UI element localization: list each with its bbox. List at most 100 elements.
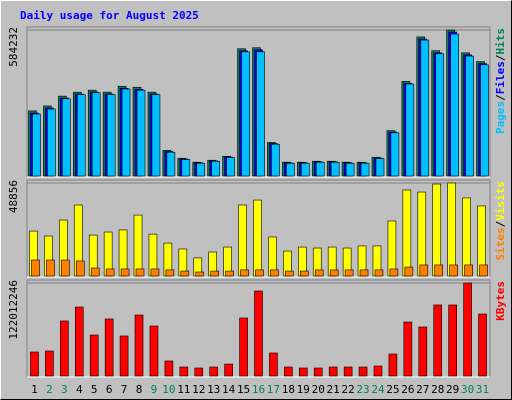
legend: Sites/Visits <box>494 181 507 261</box>
x-tick-label: 17 <box>267 383 280 396</box>
legend-entry: KBytes <box>494 281 507 321</box>
legend-entry: Hits <box>494 28 507 55</box>
bar <box>271 143 280 177</box>
bar <box>239 317 248 377</box>
bar <box>30 351 39 377</box>
bar <box>269 352 278 377</box>
y-tick-label: 584232 <box>7 27 20 67</box>
legend-entry: Files <box>494 61 507 94</box>
bar <box>121 88 131 177</box>
x-tick-label: 16 <box>252 383 265 396</box>
bar <box>225 270 234 277</box>
bar <box>61 259 70 277</box>
y-tick-label: 122012246 <box>7 280 20 340</box>
bar <box>270 269 279 277</box>
bar <box>403 321 413 377</box>
bar <box>133 214 143 277</box>
bar <box>210 270 219 277</box>
bar <box>314 269 324 277</box>
bar <box>480 64 489 177</box>
x-tick-label: 22 <box>341 383 354 396</box>
bar <box>402 189 412 277</box>
x-tick-label: 6 <box>106 383 113 396</box>
bar <box>196 162 206 177</box>
bar <box>91 92 101 177</box>
x-tick-label: 7 <box>121 383 128 396</box>
bar <box>479 264 488 277</box>
x-tick-label: 27 <box>416 383 429 396</box>
bar <box>387 220 397 277</box>
x-tick-label: 19 <box>297 383 310 396</box>
bar <box>135 268 145 277</box>
bar <box>315 161 325 177</box>
x-tick-label: 10 <box>162 383 175 396</box>
bar <box>47 108 56 177</box>
bar <box>449 264 458 277</box>
bar <box>136 89 146 177</box>
legend-entry: Pages <box>494 101 507 134</box>
bar <box>195 271 205 277</box>
x-tick-label: 8 <box>136 383 143 396</box>
legend-entry: Sites <box>494 227 507 260</box>
legend: Pages/Files/Hits <box>494 28 507 134</box>
x-tick-label: 24 <box>371 383 385 396</box>
bar <box>76 94 86 177</box>
bar <box>166 151 176 177</box>
x-tick-label: 3 <box>61 383 68 396</box>
legend-separator: / <box>494 54 507 61</box>
bar <box>286 162 295 177</box>
bar <box>179 366 189 377</box>
bar <box>450 33 459 177</box>
bar <box>358 366 368 377</box>
bar <box>224 363 233 377</box>
legend: KBytes <box>494 281 507 321</box>
bar <box>119 335 129 377</box>
bar <box>328 366 338 377</box>
x-tick-label: 15 <box>237 383 250 396</box>
bar <box>465 55 474 177</box>
bar <box>360 162 370 177</box>
bar <box>180 270 190 277</box>
y-tick-label: 48856 <box>7 180 20 213</box>
bar <box>462 197 471 277</box>
bar <box>433 304 443 377</box>
bar <box>389 268 399 277</box>
bar <box>255 269 264 277</box>
bar <box>345 162 355 177</box>
bar <box>405 83 415 177</box>
bar <box>435 53 445 177</box>
bar <box>463 282 472 377</box>
bar <box>238 204 247 277</box>
bar <box>209 366 218 377</box>
bar <box>448 304 457 377</box>
x-tick-label: 28 <box>431 383 444 396</box>
bar <box>211 160 220 177</box>
bar <box>432 183 442 277</box>
bar <box>419 264 429 277</box>
bar <box>301 162 310 177</box>
bar <box>256 51 265 177</box>
bar <box>434 264 444 277</box>
bar <box>404 266 414 277</box>
bar <box>89 334 99 377</box>
bar <box>374 269 384 277</box>
bar <box>45 350 54 377</box>
bar <box>120 268 130 277</box>
bar <box>32 113 41 177</box>
x-tick-label: 29 <box>446 383 459 396</box>
x-tick-label: 26 <box>401 383 414 396</box>
bar <box>330 161 340 177</box>
bar <box>254 290 263 377</box>
bar <box>388 353 398 377</box>
x-tick-label: 13 <box>207 383 220 396</box>
bar <box>150 268 160 277</box>
bar <box>418 326 428 377</box>
bar <box>46 259 55 277</box>
bar <box>390 132 400 177</box>
bar <box>31 259 40 277</box>
x-tick-label: 20 <box>312 383 325 396</box>
bar <box>359 269 369 277</box>
x-tick-label: 14 <box>222 383 236 396</box>
